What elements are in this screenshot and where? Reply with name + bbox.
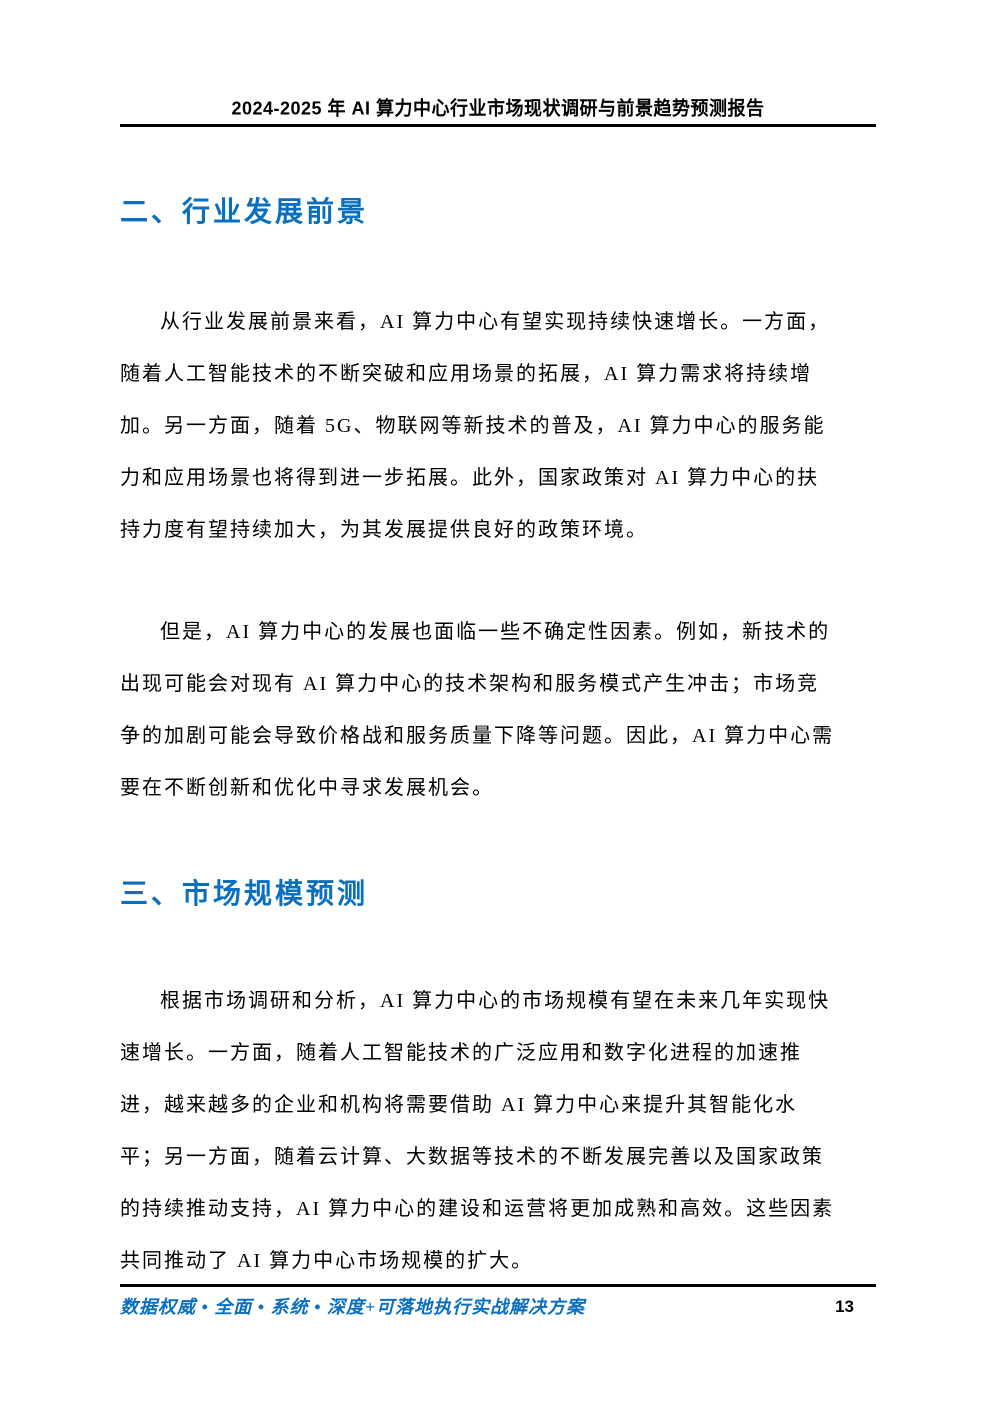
body-line: 进，越来越多的企业和机构将需要借助 AI 算力中心来提升其智能化水: [120, 1094, 798, 1116]
footer-divider: [120, 1284, 876, 1287]
page-header: 2024-2025 年 AI 算力中心行业市场现状调研与前景趋势预测报告: [120, 96, 876, 127]
paragraph: 但是，AI 算力中心的发展也面临一些不确定性因素。例如，新技术的 出现可能会对现…: [120, 606, 880, 814]
paragraph: 从行业发展前景来看，AI 算力中心有望实现持续快速增长。一方面， 随着人工智能技…: [120, 296, 880, 556]
footer-slogan: 数据权威 • 全面 • 系统 • 深度+可落地执行实战解决方案: [120, 1297, 586, 1317]
section-heading-market-size-forecast: 三、市场规模预测: [120, 878, 369, 909]
body-line: 速增长。一方面，随着人工智能技术的广泛应用和数字化进程的加速推: [120, 1042, 802, 1064]
body-line: 从行业发展前景来看，AI 算力中心有望实现持续快速增长。一方面，: [160, 311, 831, 333]
body-line: 争的加剧可能会导致价格战和服务质量下降等问题。因此，AI 算力中心需: [120, 725, 835, 747]
section-heading-industry-outlook: 二、行业发展前景: [120, 196, 369, 227]
page-number: 13: [835, 1297, 854, 1316]
body-line: 持力度有望持续加大，为其发展提供良好的政策环境。: [120, 519, 648, 541]
body-line: 随着人工智能技术的不断突破和应用场景的拓展，AI 算力需求将持续增: [120, 363, 813, 385]
body-line: 根据市场调研和分析，AI 算力中心的市场规模有望在未来几年实现快: [160, 990, 831, 1012]
body-line: 但是，AI 算力中心的发展也面临一些不确定性因素。例如，新技术的: [160, 621, 831, 643]
body-line: 加。另一方面，随着 5G、物联网等新技术的普及，AI 算力中心的服务能: [120, 415, 826, 437]
body-line: 要在不断创新和优化中寻求发展机会。: [120, 777, 494, 799]
body-line: 共同推动了 AI 算力中心市场规模的扩大。: [120, 1250, 534, 1272]
body-line: 平；另一方面，随着云计算、大数据等技术的不断发展完善以及国家政策: [120, 1146, 824, 1168]
body-line: 力和应用场景也将得到进一步拓展。此外，国家政策对 AI 算力中心的扶: [120, 467, 820, 489]
body-line: 的持续推动支持，AI 算力中心的建设和运营将更加成熟和高效。这些因素: [120, 1198, 835, 1220]
paragraph: 根据市场调研和分析，AI 算力中心的市场规模有望在未来几年实现快 速增长。一方面…: [120, 975, 880, 1287]
body-line: 出现可能会对现有 AI 算力中心的技术架构和服务模式产生冲击；市场竞: [120, 673, 820, 695]
report-title: 2024-2025 年 AI 算力中心行业市场现状调研与前景趋势预测报告: [231, 97, 765, 119]
